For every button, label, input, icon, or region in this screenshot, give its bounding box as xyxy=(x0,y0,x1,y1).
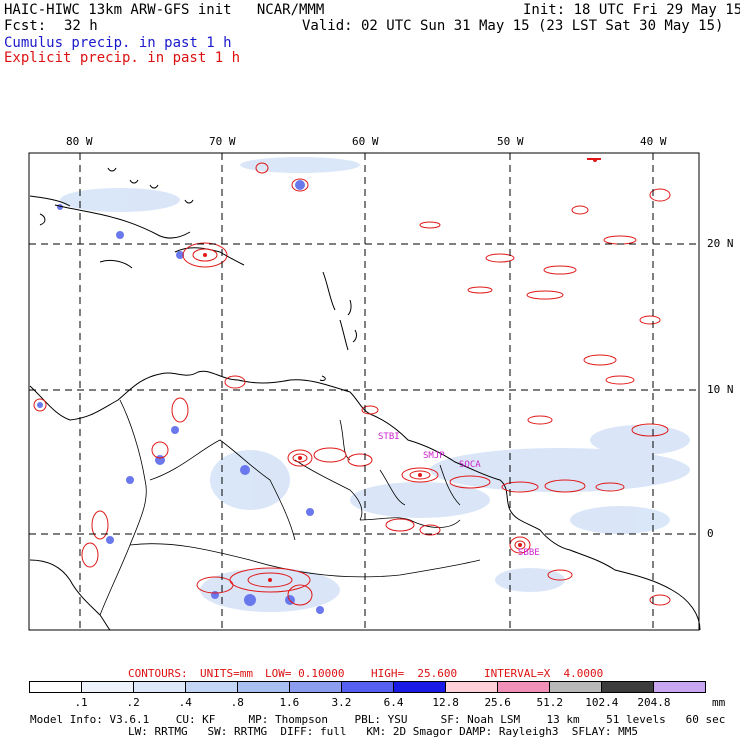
colorbar-swatch xyxy=(290,682,342,692)
station-stbi: STBI xyxy=(378,432,400,442)
colorbar-tick-label: 102.4 xyxy=(585,696,619,709)
precip-colorbar xyxy=(29,681,706,693)
colorbar-swatch xyxy=(342,682,394,692)
valid-time: Valid: 02 UTC Sun 31 May 15 (23 LST Sat … xyxy=(302,18,724,34)
station-soca: SOCA xyxy=(459,460,481,470)
cumulus-legend: Cumulus precip. in past 1 h xyxy=(4,35,232,51)
lat-label-20n: 20 N xyxy=(707,237,734,250)
colorbar-swatch xyxy=(654,682,705,692)
lon-label-40w: 40 W xyxy=(640,135,667,148)
init-time: Init: 18 UTC Fri 29 May 15 xyxy=(523,2,740,18)
precipitation-map xyxy=(28,152,701,631)
explicit-legend: Explicit precip. in past 1 h xyxy=(4,50,241,66)
lon-label-70w: 70 W xyxy=(209,135,236,148)
colorbar-tick-label: .2 xyxy=(126,696,140,709)
colorbar-swatch xyxy=(186,682,238,692)
cumulus-precip-areas xyxy=(60,157,690,612)
colorbar-swatch xyxy=(134,682,186,692)
station-smjp: SMJP xyxy=(423,451,445,461)
country-borders xyxy=(99,399,481,616)
forecast-label: Fcst: xyxy=(4,18,47,34)
colorbar-swatch xyxy=(602,682,654,692)
physics-info-line: LW: RRTMG SW: RRTMG DIFF: full KM: 2D Sm… xyxy=(128,725,638,738)
contours-low: LOW= 0.10000 xyxy=(265,667,345,680)
colorbar-tick-label: 51.2 xyxy=(536,696,564,709)
model-title: HAIC-HIWC 13km ARW-GFS init NCAR/MMM xyxy=(4,2,325,18)
colorbar-swatch xyxy=(550,682,602,692)
colorbar-unit: mm xyxy=(712,696,726,709)
colorbar-swatch xyxy=(446,682,498,692)
islands xyxy=(107,167,357,381)
colorbar-tick-label: .4 xyxy=(178,696,192,709)
lon-label-50w: 50 W xyxy=(497,135,524,148)
contours-interval: INTERVAL=X 4.0000 xyxy=(484,667,604,680)
colorbar-tick-label: 25.6 xyxy=(484,696,511,709)
contours-prefix: CONTOURS: xyxy=(128,667,188,680)
colorbar-swatch xyxy=(394,682,446,692)
colorbar-tick-label: .8 xyxy=(230,696,244,709)
lon-label-80w: 80 W xyxy=(66,135,93,148)
colorbar-tick-label: 12.8 xyxy=(432,696,459,709)
colorbar-tick-label: 1.6 xyxy=(279,696,300,709)
coastlines xyxy=(29,195,701,631)
colorbar-swatch xyxy=(82,682,134,692)
colorbar-swatch xyxy=(498,682,550,692)
contours-high: HIGH= 25.600 xyxy=(371,667,458,680)
lat-lon-grid xyxy=(29,153,699,630)
heavy-explicit-cells xyxy=(203,158,601,582)
lat-label-0: 0 xyxy=(707,527,714,540)
station-sbbe: SBBE xyxy=(518,548,540,558)
colorbar-swatch xyxy=(238,682,290,692)
colorbar-tick-label: 3.2 xyxy=(331,696,352,709)
cumulus-heavy-cells xyxy=(37,180,324,614)
lon-label-60w: 60 W xyxy=(352,135,379,148)
colorbar-tick-label: 6.4 xyxy=(383,696,404,709)
explicit-precip-contours xyxy=(33,162,671,606)
colorbar-tick-label: 204.8 xyxy=(637,696,671,709)
forecast-hours: 32 h xyxy=(64,18,98,34)
contours-units: UNITS=mm xyxy=(200,667,253,680)
model-info-line: Model Info: V3.6.1 CU: KF MP: Thompson P… xyxy=(30,713,726,726)
lat-label-10n: 10 N xyxy=(707,383,734,396)
colorbar-swatch xyxy=(30,682,82,692)
colorbar-tick-label: .1 xyxy=(74,696,88,709)
